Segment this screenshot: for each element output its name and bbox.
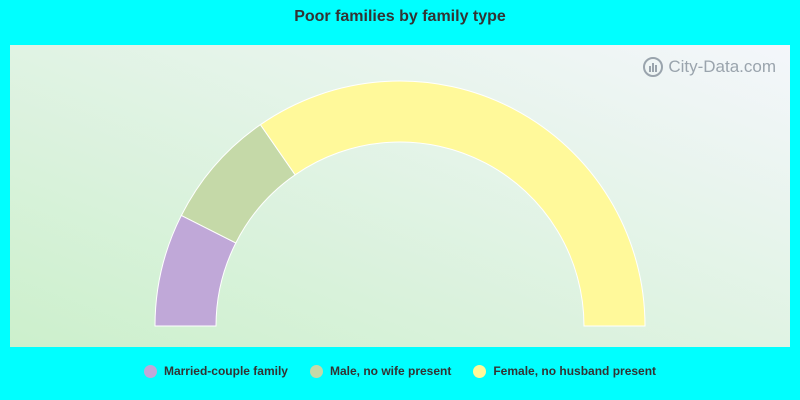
watermark: City-Data.com <box>642 56 776 78</box>
legend-item-1: Male, no wife present <box>309 364 452 378</box>
chart-title: Poor families by family type <box>294 8 506 25</box>
legend-label-2: Female, no husband present <box>493 364 657 378</box>
watermark-text: City-Data.com <box>668 57 776 76</box>
plot-area <box>10 45 790 347</box>
donut-arcs <box>154 80 646 327</box>
legend-swatch-2 <box>473 364 487 378</box>
arc-segment-2 <box>259 80 646 327</box>
legend-swatch-0 <box>143 364 157 378</box>
legend-item-0: Married-couple family <box>143 364 288 378</box>
chart-svg <box>10 45 790 347</box>
legend-label-1: Male, no wife present <box>329 364 452 378</box>
legend-item-2: Female, no husband present <box>473 364 656 378</box>
legend-swatch-1 <box>309 364 323 378</box>
legend: Married-couple family Male, no wife prese… <box>0 364 800 378</box>
city-data-logo-icon <box>643 57 664 77</box>
legend-label-0: Married-couple family <box>163 364 288 378</box>
